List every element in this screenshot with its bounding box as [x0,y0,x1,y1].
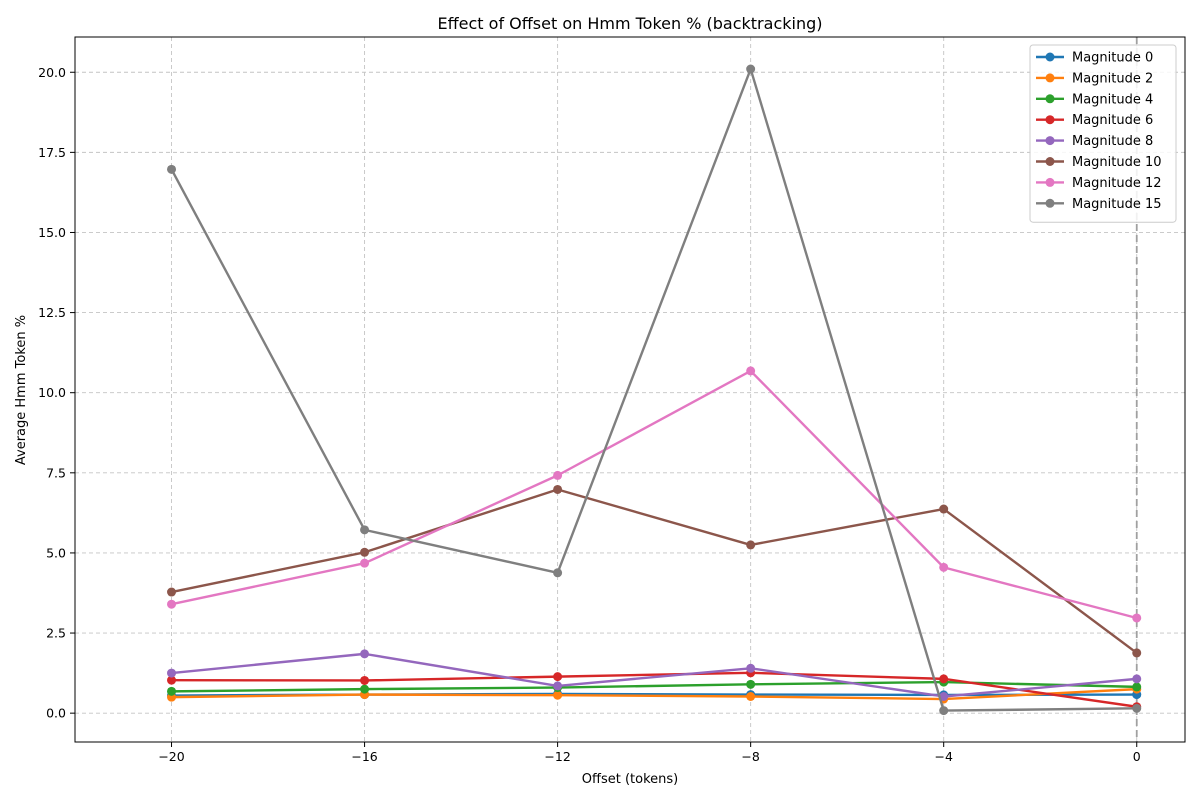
legend: Magnitude 0 Magnitude 2 Magnitude 4 Magnitu… [1029,44,1177,223]
legend-entry: Magnitude 15 [1036,197,1162,212]
series-6 [167,366,1142,623]
y-tick-label: 5.0 [46,545,66,560]
x-tick-label: −8 [741,749,759,764]
data-point [553,568,563,578]
x-tick-label: −12 [544,749,570,764]
data-point [167,668,177,678]
y-tick-label: 15.0 [38,225,66,240]
series-line [171,369,1138,620]
data-point [167,599,177,609]
x-tick-label: 0 [1133,749,1141,764]
data-point [1132,674,1142,684]
y-tick-label: 0.0 [46,706,66,721]
data-point [167,164,177,174]
y-tick-label: 12.5 [38,305,66,320]
series-line [171,687,1137,701]
data-point [360,525,370,535]
y-tick-label: 20.0 [38,65,66,80]
plot-frame [74,36,1186,743]
legend-entry: Magnitude 10 [1036,155,1162,170]
legend-marker [1045,136,1055,146]
legend-entry: Magnitude 8 [1036,134,1153,149]
data-point [553,690,563,700]
y-tick-label: 2.5 [46,626,66,641]
data-point [939,691,949,701]
legend-box [1029,44,1177,223]
legend-entry: Magnitude 2 [1036,71,1153,86]
data-point [939,562,949,572]
x-axis-title: Offset (tokens) [582,772,678,787]
x-tick-label: −20 [158,749,184,764]
data-point [360,547,370,557]
y-axis-title: Average Hmm Token % [14,315,29,465]
data-point [553,672,563,682]
x-tick-label: −4 [934,749,952,764]
data-point [167,675,177,685]
plot-area-border [74,36,1186,743]
legend-marker [1045,94,1055,104]
data-point [939,674,949,684]
data-point [746,366,756,376]
grid-lines [75,37,1185,742]
data-point [360,684,370,694]
data-point [167,686,177,696]
series-line [171,488,1138,654]
legend-entry: Magnitude 4 [1036,92,1153,107]
legend-label: Magnitude 6 [1072,113,1153,128]
data-point [167,587,177,597]
data-point [746,64,756,74]
legend-label: Magnitude 15 [1072,197,1162,212]
data-point [746,540,756,550]
legend-marker [1045,198,1055,208]
x-tick-label: −16 [351,749,377,764]
data-point [553,681,563,691]
data-point [360,558,370,568]
y-tick-label: 17.5 [38,145,66,160]
legend-entry: Magnitude 12 [1036,176,1162,191]
series-line [171,671,1137,708]
chart-title: Effect of Offset on Hmm Token % (backtra… [438,14,823,33]
series-line [171,652,1137,698]
data-point [553,470,563,480]
legend-marker [1045,52,1055,62]
data-point [1132,613,1142,623]
series-4 [167,649,1142,701]
legend-label: Magnitude 4 [1072,92,1153,107]
legend-label: Magnitude 10 [1072,155,1162,170]
data-point [746,691,756,701]
data-point [1132,703,1142,713]
data-point [360,649,370,659]
data-point [746,663,756,673]
legend-label: Magnitude 8 [1072,134,1153,149]
series-5 [167,484,1142,658]
legend-label: Magnitude 0 [1072,51,1153,66]
legend-entry: Magnitude 6 [1036,113,1153,128]
y-tick-label: 10.0 [38,385,66,400]
series-7 [167,64,1142,716]
legend-marker [1045,115,1055,125]
y-tick-label: 7.5 [46,465,66,480]
data-point [1132,682,1142,692]
series-line [170,67,1137,712]
legend-label: Magnitude 12 [1072,176,1162,191]
axis-ticks: −20 −16 −12 −8 −4 0 0.0 2.5 5.0 7.5 10.0 12.5 15.0 17… [38,65,1141,764]
data-point [939,706,949,716]
data-point [939,504,949,514]
data-point [553,484,563,494]
legend-marker [1045,157,1055,166]
data-point [746,679,756,689]
legend-entry: Magnitude 0 [1036,51,1153,66]
legend-label: Magnitude 2 [1072,71,1153,86]
legend-marker [1045,177,1055,187]
series-lines [167,64,1142,716]
data-point [1132,648,1142,658]
data-point [360,675,370,685]
legend-marker [1045,73,1055,83]
